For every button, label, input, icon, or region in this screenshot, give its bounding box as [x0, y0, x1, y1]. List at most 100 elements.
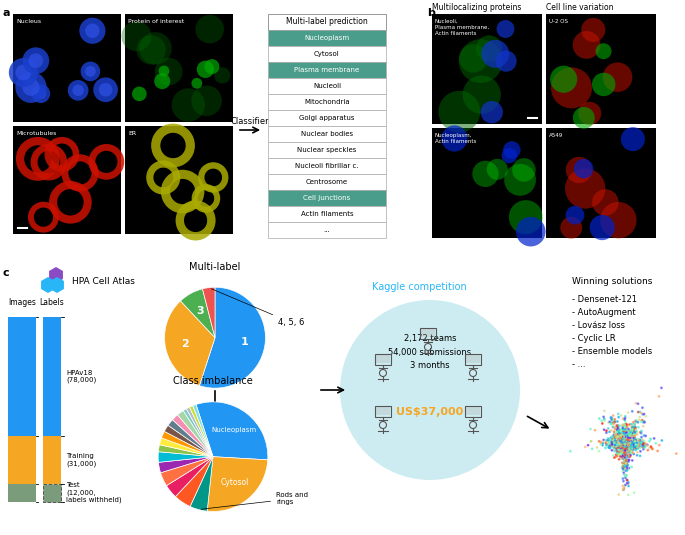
Point [615, 448, 626, 457]
Point [619, 446, 630, 455]
Point [618, 450, 629, 459]
Point [630, 437, 640, 446]
Point [619, 441, 630, 450]
Point [619, 440, 630, 448]
Point [619, 439, 630, 447]
Point [619, 434, 630, 443]
Point [634, 412, 645, 421]
Point [586, 437, 597, 446]
Point [616, 442, 627, 450]
Point [619, 440, 630, 448]
Point [619, 440, 630, 449]
Point [620, 438, 631, 447]
Point [619, 440, 630, 448]
Point [623, 437, 634, 445]
Point [603, 435, 614, 444]
Point [620, 435, 631, 444]
Point [621, 446, 632, 455]
Point [624, 445, 635, 454]
Circle shape [36, 88, 46, 99]
Point [623, 446, 634, 454]
Point [612, 444, 623, 452]
Wedge shape [192, 184, 220, 213]
Point [620, 439, 631, 447]
Point [616, 440, 627, 448]
Point [620, 439, 631, 448]
Point [610, 425, 621, 433]
Point [621, 438, 632, 446]
Point [616, 443, 627, 452]
Point [618, 437, 629, 446]
Point [617, 459, 628, 468]
Point [620, 432, 631, 440]
Point [616, 440, 627, 449]
Point [627, 438, 638, 447]
Point [619, 440, 630, 448]
Point [619, 446, 630, 455]
Point [619, 438, 630, 447]
Point [621, 441, 632, 449]
Point [599, 407, 610, 415]
Circle shape [81, 62, 100, 81]
Point [623, 434, 634, 443]
Point [625, 442, 636, 450]
Point [619, 435, 630, 444]
Point [607, 440, 618, 448]
Point [619, 435, 630, 444]
Point [623, 437, 634, 445]
Point [619, 440, 630, 449]
Point [623, 440, 634, 448]
Point [632, 443, 643, 452]
Point [618, 441, 629, 449]
Point [634, 435, 645, 444]
Point [606, 435, 616, 444]
Point [597, 419, 608, 427]
Point [623, 433, 634, 442]
Point [621, 446, 632, 454]
Point [619, 447, 630, 456]
Point [606, 435, 616, 444]
Point [620, 451, 631, 460]
Point [620, 440, 631, 448]
Point [619, 434, 630, 442]
Polygon shape [50, 277, 64, 293]
Text: Cell junctions: Cell junctions [303, 195, 351, 201]
Point [620, 442, 631, 450]
Point [619, 437, 630, 446]
Point [622, 444, 633, 453]
Point [624, 442, 635, 451]
Point [617, 435, 628, 444]
Point [623, 439, 634, 448]
Wedge shape [158, 457, 213, 473]
Point [594, 437, 605, 446]
Point [620, 440, 631, 448]
Circle shape [592, 73, 615, 96]
Wedge shape [196, 402, 268, 460]
Point [621, 440, 632, 449]
Point [619, 450, 630, 459]
Point [620, 432, 631, 441]
Point [619, 442, 630, 450]
Point [620, 439, 631, 448]
Point [621, 444, 632, 453]
Point [619, 443, 630, 452]
Point [625, 440, 636, 448]
Point [621, 440, 632, 449]
Point [617, 441, 628, 449]
Point [619, 441, 630, 449]
Point [621, 437, 632, 446]
Point [620, 440, 631, 448]
Point [621, 432, 632, 441]
Point [619, 440, 630, 448]
Point [619, 439, 630, 448]
Point [619, 439, 630, 447]
Point [620, 440, 631, 448]
Point [619, 435, 630, 444]
Point [620, 434, 631, 443]
Point [619, 440, 630, 449]
Point [612, 427, 623, 435]
Point [619, 430, 630, 438]
Point [615, 438, 626, 446]
Point [616, 447, 627, 455]
Text: - Lovász loss: - Lovász loss [572, 321, 625, 330]
